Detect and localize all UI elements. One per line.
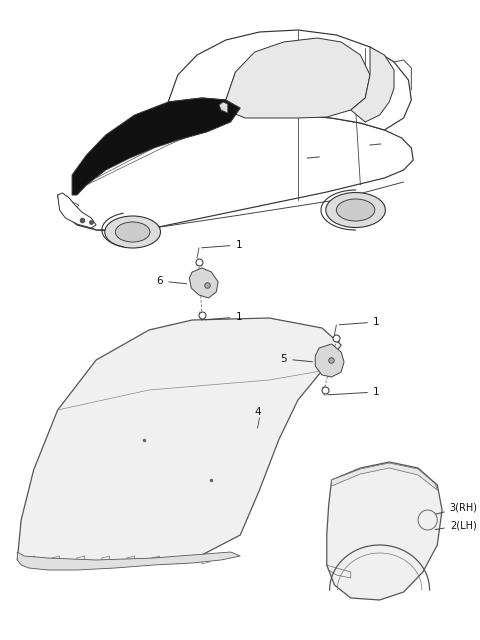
Text: 5: 5	[281, 354, 312, 364]
Text: 1: 1	[204, 312, 242, 322]
Text: 2(LH): 2(LH)	[435, 520, 477, 530]
Text: 1: 1	[328, 387, 380, 397]
Text: 4: 4	[255, 407, 261, 417]
Ellipse shape	[105, 216, 160, 248]
Ellipse shape	[115, 222, 150, 242]
Text: 6: 6	[156, 276, 187, 286]
Text: 3(RH): 3(RH)	[435, 502, 478, 515]
Polygon shape	[168, 30, 411, 130]
Polygon shape	[17, 552, 240, 570]
Polygon shape	[219, 102, 228, 113]
Polygon shape	[189, 268, 218, 298]
Polygon shape	[332, 463, 437, 490]
Text: 1: 1	[339, 317, 380, 327]
Ellipse shape	[336, 199, 375, 221]
Polygon shape	[58, 193, 96, 228]
Polygon shape	[315, 344, 344, 377]
Ellipse shape	[326, 193, 385, 227]
Polygon shape	[327, 462, 442, 600]
Polygon shape	[72, 98, 240, 195]
Polygon shape	[226, 38, 370, 118]
Text: 1: 1	[202, 240, 242, 250]
Polygon shape	[351, 47, 394, 122]
Polygon shape	[17, 318, 341, 565]
